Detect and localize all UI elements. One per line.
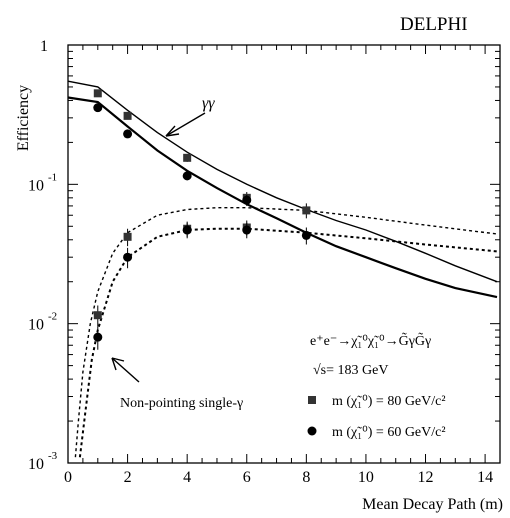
x-tick-label: 4 — [183, 469, 191, 486]
data-point-square — [123, 111, 132, 120]
single-gamma-label: Non-pointing single-γ — [120, 396, 243, 411]
data-point-circle — [242, 225, 252, 235]
data-point-square — [183, 153, 192, 162]
data-point-circle — [93, 103, 103, 113]
curve-dotted-thin-2 — [74, 207, 498, 458]
data-point-circle — [182, 171, 192, 181]
data-points — [93, 89, 311, 350]
y-tick-label: 10 — [28, 456, 44, 473]
legend-energy: √s= 183 GeV — [313, 363, 388, 378]
x-tick-label: 0 — [64, 469, 72, 486]
y-axis-label: Efficiency — [15, 85, 32, 151]
plot-frame — [67, 44, 501, 464]
data-point-square — [93, 311, 102, 320]
y-tick-exponent: -3 — [48, 450, 58, 462]
y-tick-label: 1 — [40, 38, 48, 55]
legend-square-marker — [308, 396, 316, 404]
gamma-gamma-annotation: γγ — [165, 95, 215, 137]
single-gamma-arrow — [111, 357, 140, 383]
y-tick-label: 10 — [28, 317, 44, 334]
gamma-gamma-label: γγ — [202, 95, 215, 112]
legend-entry-80: m (χ̃₁⁰) = 80 GeV/c² — [332, 394, 446, 409]
data-point-square — [302, 206, 311, 215]
curve-solid-thin-0 — [67, 80, 498, 283]
data-point-circle — [182, 225, 192, 235]
curve-solid-thick-1 — [67, 96, 498, 299]
x-axis-label: Mean Decay Path (m) — [362, 496, 503, 513]
gamma-gamma-arrowhead — [165, 125, 180, 137]
x-tick-label: 14 — [477, 469, 493, 486]
single-gamma-annotation: Non-pointing single-γ — [111, 357, 243, 411]
single-gamma-arrowhead — [111, 357, 125, 371]
legend: e⁺e⁻→χ̃₁⁰χ̃₁⁰→G̃γG̃γ √s= 183 GeV m (χ̃₁⁰… — [307, 332, 446, 440]
data-point-square — [93, 89, 102, 98]
data-point-square — [123, 232, 132, 241]
data-point-circle — [301, 230, 311, 240]
y-tick-label: 10 — [28, 177, 44, 194]
x-tick-label: 8 — [302, 469, 310, 486]
data-point-circle — [93, 332, 103, 342]
legend-circle-marker — [307, 426, 317, 436]
x-tick-label: 2 — [124, 469, 132, 486]
data-point-circle — [123, 129, 133, 139]
x-tick-label: 12 — [418, 469, 434, 486]
chart-title: DELPHI — [400, 14, 468, 35]
y-tick-exponent: -2 — [48, 311, 57, 323]
curve-dotted-thick-3 — [78, 227, 498, 458]
gamma-gamma-arrow — [165, 112, 206, 137]
data-point-circle — [123, 252, 133, 262]
x-tick-label: 6 — [243, 469, 251, 486]
model-curves — [67, 80, 498, 458]
axis-ticks: 0 2 4 6 8 10 12 14 1 10 -1 10 -2 10 -3 — [28, 38, 501, 486]
legend-process: e⁺e⁻→χ̃₁⁰χ̃₁⁰→G̃γG̃γ — [310, 332, 431, 349]
x-tick-label: 10 — [358, 469, 374, 486]
legend-entry-60: m (χ̃₁⁰) = 60 GeV/c² — [332, 425, 446, 440]
data-point-circle — [242, 195, 252, 205]
y-tick-exponent: -1 — [48, 171, 57, 183]
